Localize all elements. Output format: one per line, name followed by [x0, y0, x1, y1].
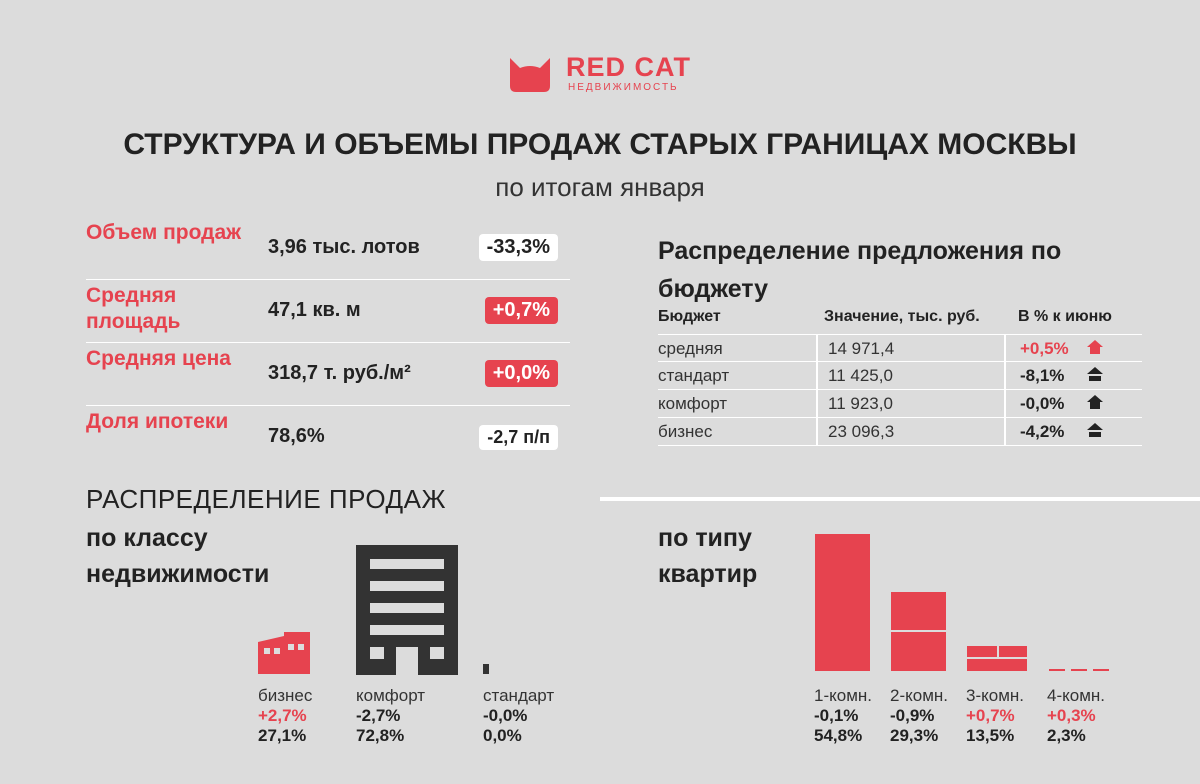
type-change: +0,3% — [1047, 706, 1096, 725]
budget-header-change: В % к июню — [1018, 308, 1112, 325]
type-name: 3-комн. — [966, 686, 1024, 705]
budget-title: Распределение предложения по бюджету — [658, 237, 1062, 303]
kpi-row-mortgage: Доля ипотеки 78,6% -2,7 п/п — [86, 407, 570, 469]
standard-building-icon — [483, 664, 489, 674]
kpi-label: Доля ипотеки — [86, 410, 229, 433]
type-bar-1room — [815, 534, 870, 671]
kpi-change-badge: -33,3% — [478, 234, 558, 261]
type-change: +0,7% — [966, 706, 1015, 725]
house-down-icon — [1087, 423, 1103, 437]
type-section-title: по типу квартир — [658, 524, 758, 588]
budget-row: бизнес 23 096,3 -4,2% — [658, 418, 1142, 446]
class-change: +2,7% — [258, 706, 307, 725]
cat-logo-icon — [510, 58, 550, 92]
kpi-value: 78,6% — [268, 425, 325, 447]
type-item-2room: 2-комн. -0,9% 29,3% — [890, 686, 948, 746]
kpi-label: Объем продаж — [86, 221, 242, 244]
type-item-1room: 1-комн. -0,1% 54,8% — [814, 686, 872, 746]
budget-header-segment: Бюджет — [658, 308, 721, 325]
class-change: -2,7% — [356, 706, 401, 725]
kpi-change-badge: -2,7 п/п — [479, 425, 558, 450]
class-share: 72,8% — [356, 726, 405, 745]
budget-segment: стандарт — [658, 366, 730, 385]
class-change: -0,0% — [483, 706, 528, 725]
house-down-icon — [1087, 367, 1103, 381]
budget-segment: средняя — [658, 339, 723, 358]
kpi-label: Средняя площадь — [86, 284, 181, 333]
class-share: 27,1% — [258, 726, 307, 745]
budget-change: -4,2% — [1020, 422, 1065, 441]
class-item-business: бизнес +2,7% 27,1% — [258, 686, 312, 746]
kpi-row-volume: Объем продаж 3,96 тыс. лотов -33,3% — [86, 218, 570, 280]
budget-segment: комфорт — [658, 394, 728, 413]
class-item-standard: стандарт -0,0% 0,0% — [483, 686, 554, 746]
budget-row: комфорт 11 923,0 -0,0% — [658, 390, 1142, 418]
budget-row: стандарт 11 425,0 -8,1% — [658, 362, 1142, 390]
kpi-row-area: Средняя площадь 47,1 кв. м +0,7% — [86, 281, 570, 343]
type-share: 29,3% — [890, 726, 939, 745]
type-name: 1-комн. — [814, 686, 872, 705]
kpi-label: Средняя цена — [86, 347, 231, 370]
budget-change: -8,1% — [1020, 366, 1065, 385]
type-name: 4-комн. — [1047, 686, 1105, 705]
budget-value: 23 096,3 — [828, 422, 895, 441]
type-item-4room: 4-комн. +0,3% 2,3% — [1047, 686, 1105, 746]
budget-value: 11 425,0 — [828, 366, 893, 385]
type-share: 13,5% — [966, 726, 1015, 745]
house-icon — [1087, 395, 1103, 409]
type-bar-4room — [1049, 669, 1111, 671]
kpi-row-price: Средняя цена 318,7 т. руб./м² +0,0% — [86, 344, 570, 406]
budget-segment: бизнес — [658, 422, 713, 441]
business-building-icon — [258, 632, 310, 674]
type-bar-2room — [891, 592, 946, 671]
kpi-value: 3,96 тыс. лотов — [268, 236, 420, 258]
class-name: стандарт — [483, 686, 555, 705]
kpi-value: 318,7 т. руб./м² — [268, 362, 411, 384]
budget-change: +0,5% — [1020, 339, 1069, 358]
distribution-title: РАСПРЕДЕЛЕНИЕ ПРОДАЖ — [86, 484, 446, 514]
type-share: 54,8% — [814, 726, 863, 745]
kpi-value: 47,1 кв. м — [268, 299, 361, 321]
page-title: СТРУКТУРА И ОБЪЕМЫ ПРОДАЖ СТАРЫХ ГРАНИЦА… — [123, 128, 1077, 161]
budget-change: -0,0% — [1020, 394, 1065, 413]
divider — [600, 497, 1200, 501]
page-subtitle: по итогам января — [495, 172, 705, 202]
type-bar-3room — [967, 646, 1027, 671]
class-item-comfort: комфорт -2,7% 72,8% — [356, 686, 425, 746]
class-share: 0,0% — [483, 726, 522, 745]
type-change: -0,1% — [814, 706, 859, 725]
type-name: 2-комн. — [890, 686, 948, 705]
kpi-change-badge: +0,0% — [484, 360, 558, 387]
comfort-building-icon — [356, 545, 458, 675]
logo-brand: RED CAT — [566, 52, 691, 82]
class-name: бизнес — [258, 686, 313, 705]
kpi-change-badge: +0,7% — [484, 297, 558, 324]
class-section-title: по классу недвижимости — [86, 524, 270, 588]
logo-subtitle: НЕДВИЖИМОСТЬ — [568, 82, 679, 93]
type-change: -0,9% — [890, 706, 935, 725]
budget-header-value: Значение, тыс. руб. — [824, 308, 980, 325]
class-name: комфорт — [356, 686, 426, 705]
budget-value: 14 971,4 — [828, 339, 895, 358]
house-up-icon — [1087, 340, 1103, 354]
logo: RED CAT НЕДВИЖИМОСТЬ — [508, 50, 708, 98]
budget-value: 11 923,0 — [828, 394, 893, 413]
budget-row: средняя 14 971,4 +0,5% — [658, 334, 1142, 362]
type-item-3room: 3-комн. +0,7% 13,5% — [966, 686, 1024, 746]
type-share: 2,3% — [1047, 726, 1086, 745]
